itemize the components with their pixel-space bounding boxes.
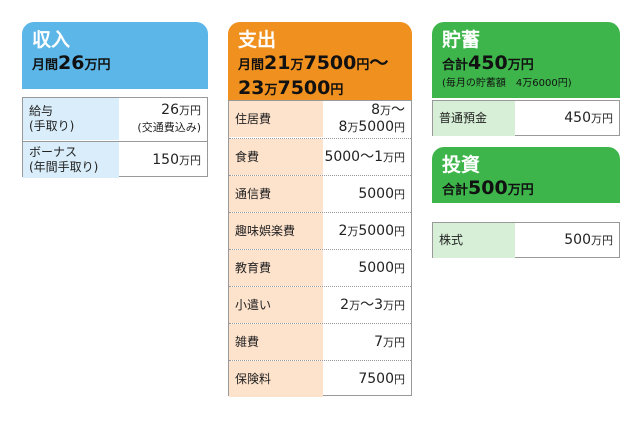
panel-title: 支出 — [238, 29, 277, 51]
value-line: 7万円 — [374, 333, 405, 350]
value-line: 8万5000円 — [338, 119, 405, 135]
row-label: 教育費 — [229, 250, 323, 286]
table-row: 趣味娯楽費 2万5000円 — [229, 212, 411, 249]
value-line: 150万円 — [152, 151, 201, 168]
label-line: 通信費 — [235, 186, 272, 201]
row-label: 雑費 — [229, 324, 323, 360]
panel-title: 収入 — [32, 29, 71, 51]
row-value: 26万円 (交通費込み) — [119, 98, 207, 140]
table-row: 食費 5000～1万円 — [229, 138, 411, 175]
table-row: 教育費 5000円 — [229, 249, 411, 286]
label-line: ボーナス — [29, 145, 78, 159]
table-row: 雑費 7万円 — [229, 323, 411, 360]
table-row: 給与 (手取り) 26万円 (交通費込み) — [23, 98, 207, 140]
value-line: 5000～1万円 — [324, 148, 405, 165]
value-line: 5000円 — [358, 185, 405, 202]
summary-line: 月間21万7500円～ — [238, 52, 389, 74]
value-line: 5000円 — [358, 259, 405, 276]
summary-line: 月間26万円 — [32, 52, 111, 74]
row-value: 450万円 — [515, 101, 619, 136]
value-line: 26万円 — [161, 102, 201, 118]
table-row: 株式 500万円 — [433, 223, 619, 258]
row-label: 給与 (手取り) — [23, 98, 119, 140]
row-label: 住居費 — [229, 101, 323, 137]
row-value: 5000円 — [323, 176, 411, 212]
label-line: 食費 — [235, 149, 260, 164]
value-line: 8万～ — [371, 102, 405, 118]
summary-line: 合計450万円 — [442, 52, 534, 74]
row-label: 株式 — [433, 223, 515, 258]
label-line: (年間手取り) — [29, 160, 99, 174]
row-value: 5000～1万円 — [323, 139, 411, 175]
table-row: 通信費 5000円 — [229, 175, 411, 212]
row-label: 食費 — [229, 139, 323, 175]
row-value: 7万円 — [323, 324, 411, 360]
row-label: 通信費 — [229, 176, 323, 212]
summary-line: 23万7500円 — [238, 77, 344, 99]
label-line: 住居費 — [235, 111, 272, 126]
row-value: 2万5000円 — [323, 213, 411, 249]
table: 株式 500万円 — [432, 222, 620, 258]
value-line: 2万～3万円 — [340, 296, 405, 313]
label-line: 株式 — [439, 233, 464, 247]
label-line: 教育費 — [235, 260, 272, 275]
panel-title: 投資 — [442, 154, 481, 176]
row-value: 7500円 — [323, 361, 411, 397]
table-row: ボーナス (年間手取り) 150万円 — [23, 141, 207, 178]
table-row: 小遣い 2万～3万円 — [229, 286, 411, 323]
row-value: 150万円 — [119, 142, 207, 178]
label-line: 給与 — [29, 104, 54, 118]
row-label: 普通預金 — [433, 101, 515, 136]
panel-header: 貯蓄 合計450万円 (毎月の貯蓄額 4万6000円) — [432, 22, 620, 98]
row-label: 小遣い — [229, 287, 323, 323]
value-line: 450万円 — [564, 110, 613, 126]
row-label: ボーナス (年間手取り) — [23, 142, 119, 178]
panel-header: 支出 月間21万7500円～ 23万7500円 — [228, 22, 412, 100]
row-value: 8万～ 8万5000円 — [323, 101, 411, 137]
value-line: (交通費込み) — [137, 121, 201, 134]
label-line: 雑費 — [235, 334, 260, 349]
row-value: 5000円 — [323, 250, 411, 286]
panel-header: 投資 合計500万円 — [432, 147, 620, 203]
summary-line: 合計500万円 — [442, 177, 534, 199]
table-row: 保険料 7500円 — [229, 360, 411, 397]
row-value: 500万円 — [515, 223, 619, 258]
value-line: 7500円 — [358, 370, 405, 387]
table: 給与 (手取り) 26万円 (交通費込み) ボーナス (年間手取り) 150万円 — [22, 97, 208, 178]
panel-header: 収入 月間26万円 — [22, 22, 208, 89]
summary-line: (毎月の貯蓄額 4万6000円) — [442, 78, 572, 89]
label-line: 趣味娯楽費 — [235, 223, 296, 238]
label-line: (手取り) — [29, 119, 75, 133]
table: 普通預金 450万円 — [432, 100, 620, 136]
label-line: 普通預金 — [439, 111, 488, 125]
table-row: 住居費 8万～ 8万5000円 — [229, 101, 411, 137]
value-line: 2万5000円 — [338, 222, 405, 239]
table-row: 普通預金 450万円 — [433, 101, 619, 136]
table: 住居費 8万～ 8万5000円 食費 5000～1万円 通信費 5000円 趣味娯楽費 2万50… — [228, 100, 412, 397]
label-line: 小遣い — [235, 297, 272, 312]
label-line: 保険料 — [235, 371, 272, 386]
row-value: 2万～3万円 — [323, 287, 411, 323]
row-label: 保険料 — [229, 361, 323, 397]
panel-title: 貯蓄 — [442, 29, 481, 51]
row-label: 趣味娯楽費 — [229, 213, 323, 249]
value-line: 500万円 — [564, 232, 613, 248]
